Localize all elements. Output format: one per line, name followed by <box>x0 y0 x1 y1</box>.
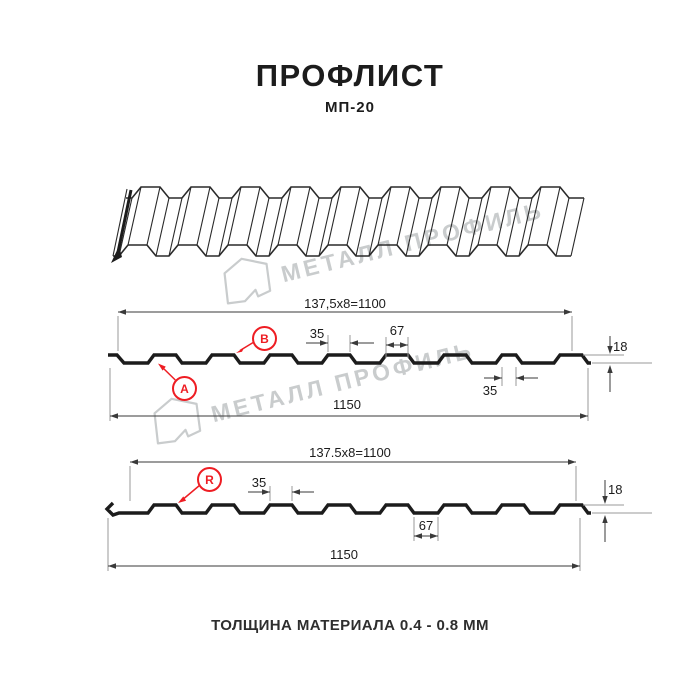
point-label-b: B <box>252 326 277 351</box>
cross-section-upper <box>108 309 652 421</box>
dim-pitch-formula-upper: 137,5x8=1100 <box>304 296 386 311</box>
dim-67-upper: 67 <box>389 323 405 338</box>
dim-35-narrow-rib-upper: 35 <box>482 383 498 398</box>
watermark-upper: МЕТАЛЛ ПРОФИЛЬ <box>215 183 548 308</box>
dim-35-upper: 35 <box>309 326 325 341</box>
dim-1150-lower: 1150 <box>330 547 358 562</box>
dim-pitch-formula-lower: 137.5x8=1100 <box>309 445 391 460</box>
profile-3d-view <box>111 186 585 263</box>
profile-model-name: МП-20 <box>325 99 375 116</box>
cross-section-lower <box>104 459 652 571</box>
dim-18-upper: 18 <box>613 339 628 354</box>
dim-18-lower: 18 <box>608 482 623 497</box>
metal-profil-logo-icon <box>153 397 202 445</box>
page-title: ПРОФЛИСТ <box>255 58 445 93</box>
watermark-lower: МЕТАЛЛ ПРОФИЛЬ <box>145 323 478 448</box>
dim-1150-upper: 1150 <box>333 397 361 412</box>
dim-67-lower: 67 <box>418 518 434 533</box>
dim-35-lower: 35 <box>251 475 267 490</box>
material-thickness-note: ТОЛЩИНА МАТЕРИАЛА 0.4 - 0.8 ММ <box>211 617 489 634</box>
metal-profil-logo-icon <box>223 257 272 305</box>
point-label-r: R <box>197 467 222 492</box>
point-label-a: A <box>172 376 197 401</box>
